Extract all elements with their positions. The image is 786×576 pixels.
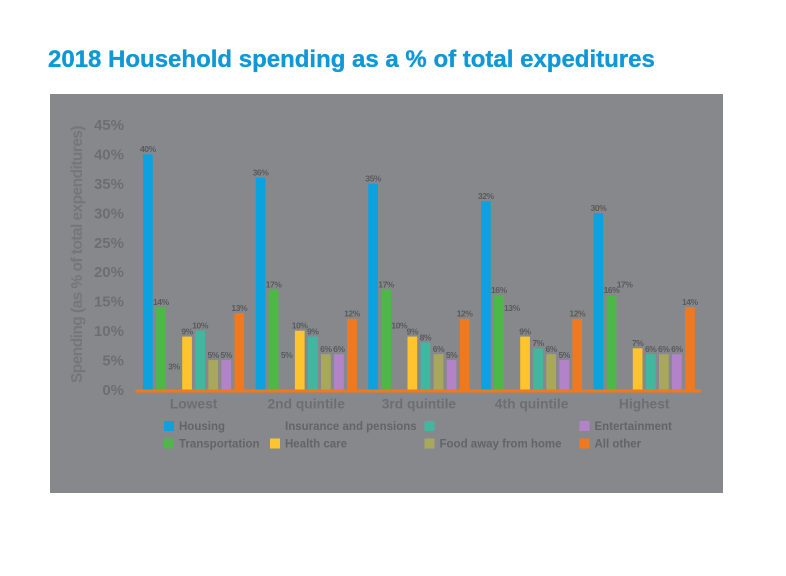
svg-text:6%: 6% <box>433 344 445 354</box>
svg-text:5%: 5% <box>221 350 233 360</box>
svg-text:6%: 6% <box>645 344 657 354</box>
svg-text:9%: 9% <box>519 326 531 336</box>
svg-text:16%: 16% <box>491 285 508 295</box>
svg-text:3rd quintile: 3rd quintile <box>382 397 457 412</box>
svg-text:14%: 14% <box>682 297 699 307</box>
svg-text:0%: 0% <box>102 382 124 399</box>
svg-text:12%: 12% <box>457 309 474 319</box>
svg-text:Lowest: Lowest <box>170 397 218 412</box>
svg-text:Highest: Highest <box>619 397 670 412</box>
svg-text:15%: 15% <box>94 294 124 311</box>
svg-text:36%: 36% <box>253 168 270 178</box>
svg-text:40%: 40% <box>140 144 157 154</box>
svg-text:Housing: Housing <box>179 421 225 433</box>
svg-text:16%: 16% <box>604 285 621 295</box>
svg-text:30%: 30% <box>591 203 608 213</box>
svg-text:12%: 12% <box>344 309 361 319</box>
svg-text:Entertainment: Entertainment <box>595 421 672 433</box>
svg-text:12%: 12% <box>569 309 586 319</box>
svg-text:17%: 17% <box>378 279 395 289</box>
svg-text:13%: 13% <box>504 303 521 313</box>
svg-text:Spending (as % of total expend: Spending (as % of total expenditures) <box>69 126 86 383</box>
svg-text:10%: 10% <box>292 321 309 331</box>
svg-text:5%: 5% <box>281 350 293 360</box>
svg-text:14%: 14% <box>153 297 170 307</box>
svg-text:6%: 6% <box>658 344 670 354</box>
svg-text:Transportation: Transportation <box>179 439 260 451</box>
svg-text:45%: 45% <box>94 117 124 134</box>
svg-text:30%: 30% <box>94 205 124 222</box>
svg-text:5%: 5% <box>102 352 124 369</box>
svg-text:20%: 20% <box>94 264 124 281</box>
svg-text:32%: 32% <box>478 191 495 201</box>
svg-text:5%: 5% <box>207 350 219 360</box>
svg-text:7%: 7% <box>532 338 544 348</box>
svg-text:10%: 10% <box>94 323 124 340</box>
svg-text:10%: 10% <box>391 321 408 331</box>
svg-text:6%: 6% <box>333 344 345 354</box>
svg-text:Insurance and pensions: Insurance and pensions <box>285 421 417 433</box>
svg-text:Health care: Health care <box>285 439 347 451</box>
svg-text:3%: 3% <box>168 362 180 372</box>
svg-text:9%: 9% <box>307 326 319 336</box>
svg-text:17%: 17% <box>266 279 283 289</box>
svg-text:8%: 8% <box>420 332 432 342</box>
svg-text:6%: 6% <box>545 344 557 354</box>
svg-text:4th quintile: 4th quintile <box>495 397 569 412</box>
svg-text:7%: 7% <box>632 338 644 348</box>
svg-text:13%: 13% <box>231 303 248 313</box>
svg-text:10%: 10% <box>192 321 209 331</box>
svg-text:2nd quintile: 2nd quintile <box>267 397 345 412</box>
svg-text:17%: 17% <box>617 279 634 289</box>
svg-text:6%: 6% <box>320 344 332 354</box>
svg-text:6%: 6% <box>671 344 683 354</box>
svg-text:35%: 35% <box>365 174 382 184</box>
svg-text:9%: 9% <box>407 326 419 336</box>
svg-text:5%: 5% <box>446 350 458 360</box>
svg-text:25%: 25% <box>94 235 124 252</box>
svg-text:9%: 9% <box>181 326 193 336</box>
svg-text:40%: 40% <box>94 147 124 164</box>
svg-text:35%: 35% <box>94 176 124 193</box>
svg-text:All other: All other <box>595 439 642 451</box>
svg-text:5%: 5% <box>558 350 570 360</box>
svg-text:Food away from home: Food away from home <box>440 439 562 451</box>
